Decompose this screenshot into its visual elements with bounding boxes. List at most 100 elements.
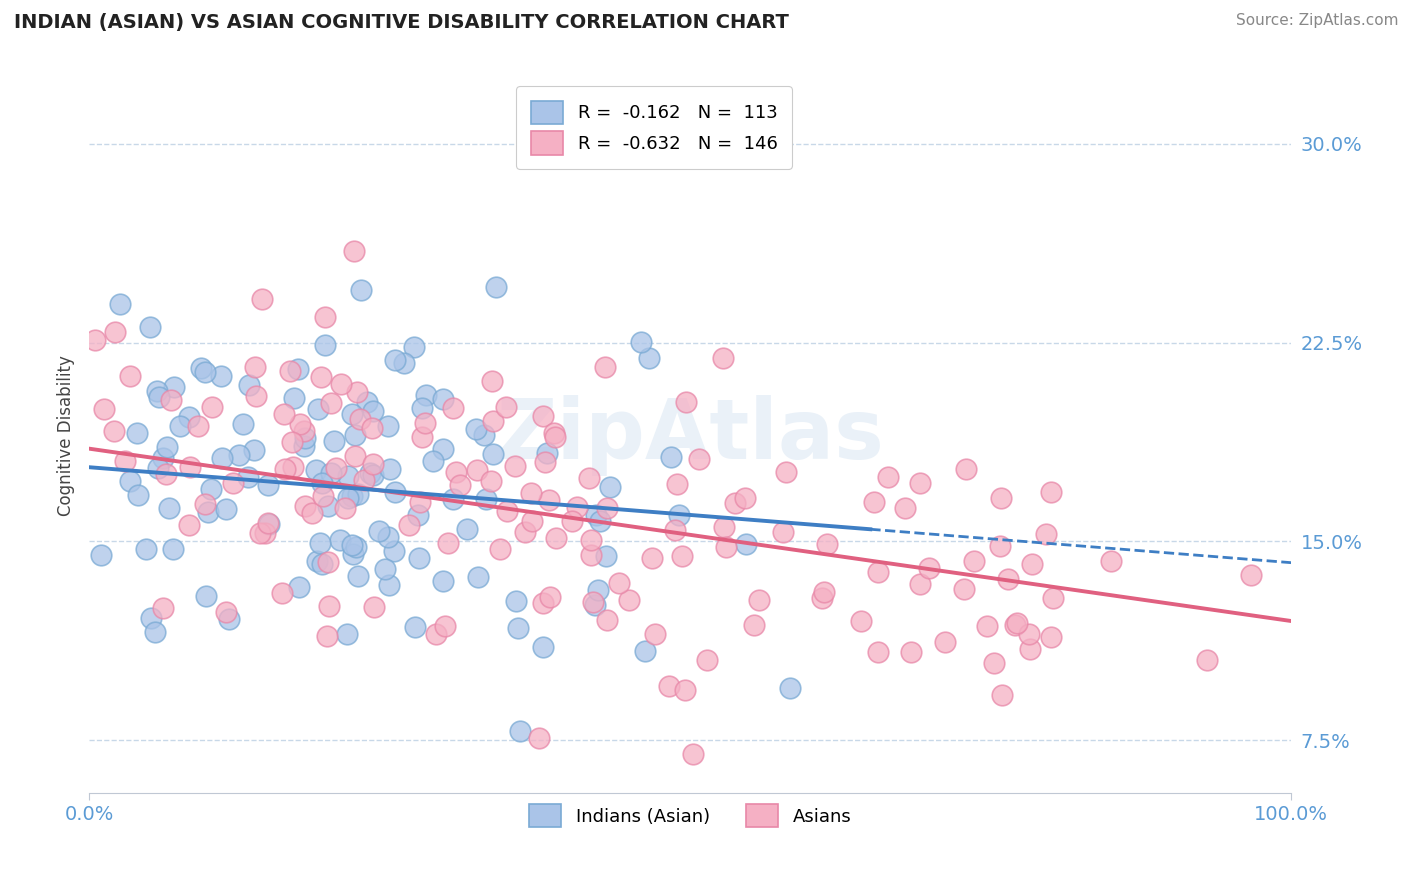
Point — [292, 439, 315, 453]
Point — [696, 652, 718, 666]
Point — [450, 477, 472, 491]
Point — [432, 392, 454, 406]
Point — [1240, 568, 1263, 582]
Point — [378, 578, 401, 592]
Point — [218, 612, 240, 626]
Point — [177, 409, 200, 424]
Point — [118, 368, 141, 383]
Point — [581, 533, 603, 547]
Point — [735, 537, 758, 551]
Point — [432, 574, 454, 588]
Point — [638, 351, 661, 365]
Point — [409, 495, 432, 509]
Point — [384, 352, 406, 367]
Point — [274, 462, 297, 476]
Point — [127, 487, 149, 501]
Point — [585, 508, 607, 523]
Point — [658, 679, 681, 693]
Point — [360, 421, 382, 435]
Point — [148, 461, 170, 475]
Point — [343, 427, 366, 442]
Point — [531, 596, 554, 610]
Point — [644, 627, 666, 641]
Point — [527, 731, 550, 746]
Point — [236, 470, 259, 484]
Point — [408, 508, 430, 522]
Point — [714, 540, 737, 554]
Point — [398, 518, 420, 533]
Point — [169, 418, 191, 433]
Point — [304, 463, 326, 477]
Point — [596, 614, 619, 628]
Point — [1099, 554, 1122, 568]
Point — [270, 585, 292, 599]
Point — [520, 486, 543, 500]
Point — [307, 554, 329, 568]
Point — [356, 395, 378, 409]
Point — [482, 415, 505, 429]
Point — [456, 522, 478, 536]
Point — [565, 500, 588, 514]
Point — [688, 451, 710, 466]
Point — [607, 576, 630, 591]
Point — [509, 723, 531, 738]
Point — [472, 428, 495, 442]
Point — [329, 533, 352, 548]
Point — [361, 467, 384, 482]
Point — [997, 572, 1019, 586]
Point — [734, 491, 756, 505]
Point — [374, 561, 396, 575]
Point — [249, 525, 271, 540]
Point — [668, 508, 690, 523]
Point — [368, 524, 391, 538]
Point — [467, 570, 489, 584]
Point — [311, 489, 333, 503]
Point — [108, 297, 131, 311]
Point — [311, 476, 333, 491]
Point — [664, 524, 686, 538]
Point — [441, 491, 464, 506]
Point — [228, 448, 250, 462]
Point — [288, 580, 311, 594]
Point — [257, 516, 280, 531]
Point — [1004, 617, 1026, 632]
Point — [578, 471, 600, 485]
Point — [595, 549, 617, 563]
Point — [863, 494, 886, 508]
Text: INDIAN (ASIAN) VS ASIAN COGNITIVE DISABILITY CORRELATION CHART: INDIAN (ASIAN) VS ASIAN COGNITIVE DISABI… — [14, 13, 789, 32]
Point — [120, 474, 142, 488]
Point — [546, 531, 568, 545]
Point — [242, 443, 264, 458]
Point — [346, 486, 368, 500]
Point — [316, 499, 339, 513]
Point — [245, 359, 267, 374]
Point — [318, 555, 340, 569]
Text: ZipAtlas: ZipAtlas — [496, 395, 884, 476]
Point — [531, 409, 554, 423]
Point — [294, 499, 316, 513]
Point — [157, 500, 180, 515]
Point — [209, 368, 232, 383]
Point — [194, 497, 217, 511]
Point — [415, 388, 437, 402]
Point — [283, 392, 305, 406]
Point — [292, 425, 315, 439]
Point — [579, 548, 602, 562]
Point — [495, 401, 517, 415]
Point — [146, 384, 169, 398]
Point — [384, 544, 406, 558]
Point — [179, 517, 201, 532]
Point — [408, 550, 430, 565]
Point — [321, 396, 343, 410]
Point — [377, 418, 399, 433]
Point — [444, 465, 467, 479]
Point — [1021, 557, 1043, 571]
Point — [465, 422, 488, 436]
Point — [152, 601, 174, 615]
Point — [779, 681, 801, 695]
Point — [135, 542, 157, 557]
Point — [346, 384, 368, 399]
Point — [1018, 642, 1040, 657]
Point — [481, 447, 503, 461]
Point — [441, 401, 464, 416]
